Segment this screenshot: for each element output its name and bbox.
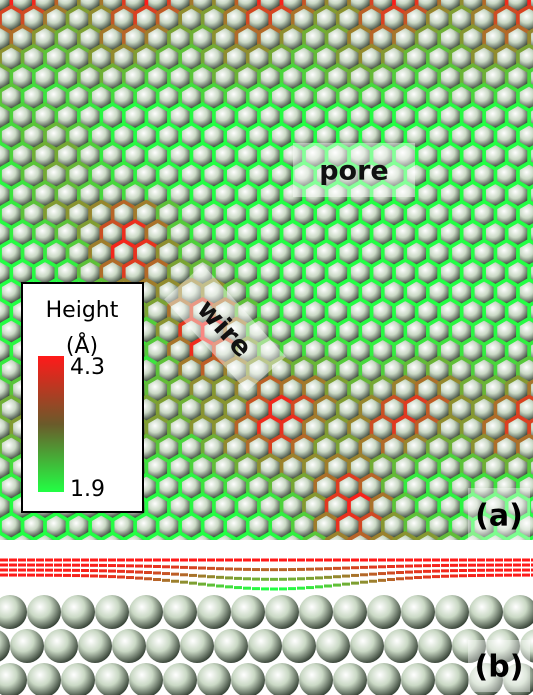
colorbar: Height (Å) 4.3 1.9 <box>22 283 143 512</box>
side-atom <box>367 663 401 695</box>
side-atom <box>333 595 367 629</box>
side-atom <box>231 595 265 629</box>
atom <box>203 555 225 577</box>
side-atom <box>401 595 435 629</box>
pore-annotation: pore <box>293 143 415 197</box>
side-atom <box>214 629 248 663</box>
side-atom <box>0 595 27 629</box>
colorbar-title: Height <box>46 298 119 323</box>
side-atom <box>163 663 197 695</box>
side-atom <box>61 595 95 629</box>
side-atom <box>316 629 350 663</box>
side-atom <box>435 595 469 629</box>
panel-a-label: (a) <box>475 499 523 534</box>
atom <box>338 555 360 577</box>
side-atom <box>333 663 367 695</box>
side-atom <box>95 595 129 629</box>
side-atom <box>163 595 197 629</box>
atom <box>293 555 315 577</box>
side-atom <box>503 595 533 629</box>
side-atom <box>10 629 44 663</box>
side-atom <box>265 663 299 695</box>
colorbar-max: 4.3 <box>70 355 105 380</box>
colorbar-gradient <box>38 356 64 492</box>
side-atom <box>367 595 401 629</box>
colorbar-min: 1.9 <box>70 477 105 502</box>
side-atom <box>401 663 435 695</box>
hexagon <box>248 553 271 579</box>
side-atom <box>197 663 231 695</box>
side-atom <box>197 595 231 629</box>
hexagon <box>225 553 248 579</box>
side-atom <box>435 663 469 695</box>
side-atom <box>27 663 61 695</box>
atom <box>248 555 270 577</box>
panel-b-label: (b) <box>475 650 524 685</box>
side-atom <box>282 629 316 663</box>
side-atom <box>180 629 214 663</box>
side-atom <box>299 663 333 695</box>
atom <box>180 555 202 577</box>
side-atom <box>384 629 418 663</box>
side-atom <box>61 663 95 695</box>
side-atom <box>0 663 27 695</box>
side-atom <box>78 629 112 663</box>
figure: pore wire Height (Å) 4.3 1.9 (a) (b) <box>0 0 533 695</box>
atom <box>225 555 247 577</box>
hexagon <box>315 553 338 579</box>
side-atom <box>129 595 163 629</box>
pore-label: pore <box>319 156 389 187</box>
side-atom <box>146 629 180 663</box>
side-atom <box>0 629 10 663</box>
atom <box>315 555 337 577</box>
side-atom <box>231 663 265 695</box>
atom <box>270 555 292 577</box>
side-atom <box>27 595 61 629</box>
hexagon <box>293 553 316 579</box>
page: pore wire Height (Å) 4.3 1.9 (a) (b) (()… <box>0 0 533 695</box>
hexagon <box>270 553 293 579</box>
side-atom <box>469 595 503 629</box>
side-atom <box>95 663 129 695</box>
side-atom <box>418 629 452 663</box>
side-atom <box>44 629 78 663</box>
side-atom <box>248 629 282 663</box>
panel-b <box>0 560 533 695</box>
side-atom <box>299 595 333 629</box>
side-atom <box>350 629 384 663</box>
side-atom <box>112 629 146 663</box>
side-atom <box>129 663 163 695</box>
side-atom <box>265 595 299 629</box>
